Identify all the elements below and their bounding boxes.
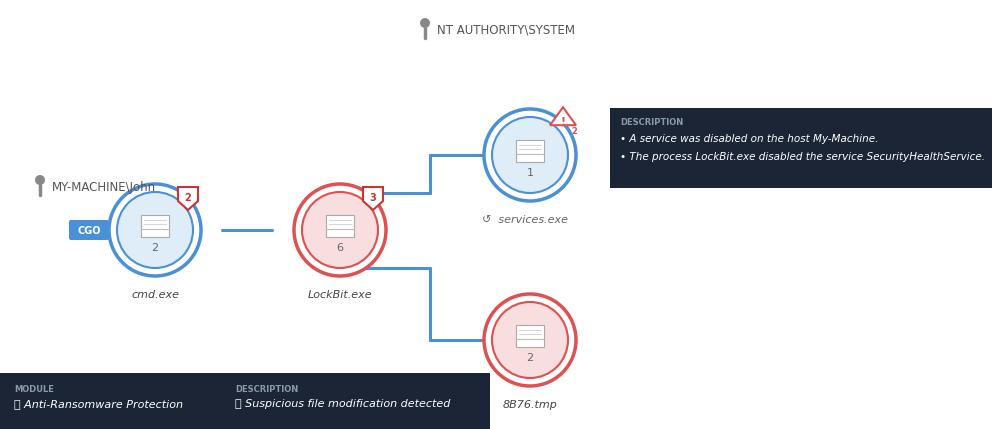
FancyBboxPatch shape xyxy=(326,215,354,237)
Circle shape xyxy=(484,294,576,386)
Text: • The process LockBit.exe disabled the service SecurityHealthService.: • The process LockBit.exe disabled the s… xyxy=(620,152,985,162)
Text: DESCRIPTION: DESCRIPTION xyxy=(235,385,299,394)
Circle shape xyxy=(35,175,45,185)
Text: LockBit.exe: LockBit.exe xyxy=(308,290,373,300)
Polygon shape xyxy=(178,187,198,210)
Circle shape xyxy=(492,117,568,193)
FancyBboxPatch shape xyxy=(516,140,544,162)
Text: CGO: CGO xyxy=(77,226,101,236)
Circle shape xyxy=(117,192,193,268)
Text: DESCRIPTION: DESCRIPTION xyxy=(620,118,683,127)
Text: 3: 3 xyxy=(370,193,377,203)
Polygon shape xyxy=(550,107,576,125)
Text: ⎙ Suspicious file modification detected: ⎙ Suspicious file modification detected xyxy=(235,399,451,409)
FancyBboxPatch shape xyxy=(610,108,992,188)
Text: cmd.exe: cmd.exe xyxy=(131,290,179,300)
FancyBboxPatch shape xyxy=(0,373,490,429)
Circle shape xyxy=(294,184,386,276)
Text: 6: 6 xyxy=(337,243,344,253)
Polygon shape xyxy=(363,187,383,210)
Text: MY-MACHINE\John: MY-MACHINE\John xyxy=(52,181,156,193)
Circle shape xyxy=(109,184,201,276)
Text: 1: 1 xyxy=(526,168,533,178)
Text: ↺  services.exe: ↺ services.exe xyxy=(482,215,568,225)
Circle shape xyxy=(484,109,576,201)
Text: 2: 2 xyxy=(185,193,192,203)
Text: • A service was disabled on the host My-Machine.: • A service was disabled on the host My-… xyxy=(620,134,878,144)
Text: NT AUTHORITY\SYSTEM: NT AUTHORITY\SYSTEM xyxy=(437,24,575,36)
Circle shape xyxy=(302,192,378,268)
Circle shape xyxy=(492,302,568,378)
Text: 2: 2 xyxy=(152,243,159,253)
Text: 2: 2 xyxy=(571,127,577,136)
FancyBboxPatch shape xyxy=(141,215,169,237)
FancyBboxPatch shape xyxy=(69,220,109,240)
Text: !: ! xyxy=(560,117,565,127)
Circle shape xyxy=(420,18,430,28)
Text: ⎙ Anti-Ransomware Protection: ⎙ Anti-Ransomware Protection xyxy=(14,399,183,409)
Text: 2: 2 xyxy=(526,353,533,363)
Text: 8B76.tmp: 8B76.tmp xyxy=(502,400,557,410)
FancyBboxPatch shape xyxy=(516,325,544,347)
Text: MODULE: MODULE xyxy=(14,385,54,394)
